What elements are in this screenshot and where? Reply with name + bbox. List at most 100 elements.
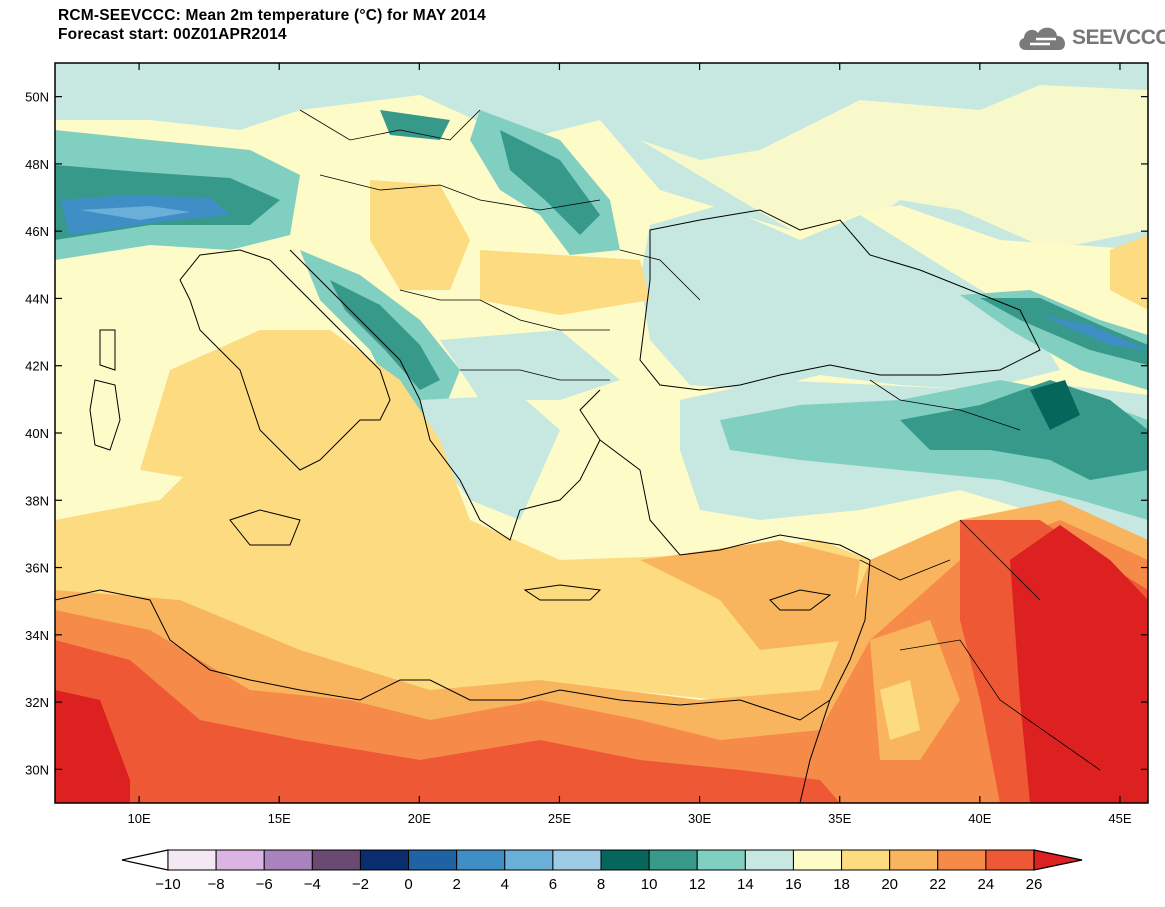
lat-tick-label: 46N — [25, 224, 49, 239]
colorbar-label: 10 — [641, 876, 658, 893]
colorbar-over-triangle — [1033, 849, 1083, 871]
lat-tick-label: 32N — [25, 695, 49, 710]
field-20-pannonia — [370, 180, 470, 290]
field-10-anatolia — [900, 380, 1148, 480]
field-20-jordan — [880, 680, 920, 740]
lon-tick-label: 20E — [408, 811, 431, 826]
colorbar-swatch — [552, 849, 602, 871]
colorbar-label: 0 — [404, 876, 412, 893]
colorbar-swatch — [359, 849, 410, 871]
lon-tick-label: 40E — [968, 811, 991, 826]
colorbar-swatch — [889, 849, 939, 871]
cyprus-coast — [769, 589, 832, 611]
colorbar-label: 26 — [1026, 876, 1043, 893]
colorbar-label: 12 — [689, 876, 706, 893]
anatolia-coast — [599, 439, 871, 561]
field-22-levant-sea — [640, 540, 860, 650]
colorbar-label: 24 — [978, 876, 995, 893]
field-14-balkans — [440, 330, 620, 400]
lon-tick-label: 45E — [1108, 811, 1131, 826]
lat-tick-label: 44N — [25, 291, 49, 306]
colorbar-label: 18 — [833, 876, 850, 893]
border-lines — [299, 109, 1101, 771]
colorbar-label: −2 — [352, 876, 369, 893]
colorbar-swatch — [215, 849, 265, 871]
field-26-libya-egypt — [55, 640, 840, 803]
title-line-1: RCM-SEEVCCC: Mean 2m temperature (°C) fo… — [58, 7, 486, 24]
longitude-axis: 10E 15E 20E 25E 30E 35E 40E 45E — [128, 63, 1132, 826]
colorbar-label: 2 — [452, 876, 460, 893]
field-4-caucasus — [1040, 315, 1148, 350]
lat-tick-label: 48N — [25, 157, 49, 172]
field-over-26-iraq — [1010, 525, 1148, 803]
balkan-coast — [289, 249, 601, 541]
field-over-26-algeria — [55, 690, 130, 803]
field-12-caucasus — [960, 290, 1148, 390]
field-24-south — [55, 520, 1148, 803]
field-10-carpathians — [500, 130, 600, 235]
colorbar-swatch — [600, 849, 650, 871]
colorbar-label: 8 — [597, 876, 605, 893]
title-line-2: Forecast start: 00Z01APR2014 — [58, 26, 287, 43]
map-title: RCM-SEEVCCC: Mean 2m temperature (°C) fo… — [58, 6, 486, 44]
colorbar-label: −10 — [155, 876, 180, 893]
colorbar-swatch — [792, 849, 843, 871]
colorbar-swatch — [311, 849, 361, 871]
seevccc-logo: SEEVCCC — [1016, 22, 1165, 54]
colorbar-swatch — [167, 849, 217, 871]
lon-tick-label: 35E — [828, 811, 851, 826]
colorbar-swatch — [696, 849, 746, 871]
colorbar-label: −4 — [304, 876, 321, 893]
colorbar-label: −8 — [208, 876, 225, 893]
levant-coast — [799, 559, 871, 803]
colorbar-label: 16 — [785, 876, 802, 893]
sicily-coast — [229, 509, 301, 546]
lat-tick-label: 50N — [25, 90, 49, 105]
colorbar-under-triangle — [121, 849, 169, 871]
cloud-icon — [1019, 27, 1066, 50]
latitude-axis: 30N 32N 34N 36N 38N 40N 42N 44N 46N 48N 50N — [25, 90, 1148, 777]
lon-tick-label: 25E — [548, 811, 571, 826]
africa-coast — [55, 589, 831, 721]
field-6-alps — [80, 206, 190, 220]
corsica-coast — [99, 329, 116, 371]
lat-tick-label: 40N — [25, 426, 49, 441]
colorbar-swatch — [841, 849, 891, 871]
colorbar-swatch — [456, 849, 506, 871]
colorbar-swatch — [744, 849, 794, 871]
colorbar-swatch — [937, 849, 987, 871]
lon-tick-label: 15E — [268, 811, 291, 826]
colorbar-label: 20 — [881, 876, 898, 893]
field-18-ukraine — [640, 85, 1148, 250]
field-14-black-sea — [640, 205, 1060, 390]
field-10-tatra — [380, 110, 450, 140]
crete-coast — [523, 584, 602, 601]
field-20-danube — [480, 250, 650, 315]
colorbar-swatch — [985, 849, 1035, 871]
field-8-anatolia — [1030, 380, 1080, 430]
lat-tick-label: 42N — [25, 359, 49, 374]
sardinia-coast — [89, 379, 121, 451]
lat-tick-label: 38N — [25, 493, 49, 508]
field-10-dinaric — [330, 280, 440, 390]
colorbar-swatch — [504, 849, 554, 871]
colorbar-label: 4 — [501, 876, 509, 893]
field-20-east — [1110, 235, 1148, 310]
lat-tick-label: 34N — [25, 628, 49, 643]
field-20-italy — [140, 330, 330, 480]
colorbar-label: 6 — [549, 876, 557, 893]
logo-text: SEEVCCC — [1072, 26, 1165, 49]
lon-tick-label: 10E — [128, 811, 151, 826]
black-sea-coast — [639, 209, 1041, 391]
colorbar-label: 14 — [737, 876, 754, 893]
colorbar-swatch — [648, 849, 698, 871]
colorbar: −10 −8 −6 −4 −2 0 2 4 6 8 10 12 14 16 18 20 22 24 26 — [121, 849, 1083, 893]
lat-tick-label: 30N — [25, 762, 49, 777]
colorbar-label: −6 — [256, 876, 273, 893]
field-14-greece — [420, 395, 560, 520]
lon-tick-label: 30E — [688, 811, 711, 826]
colorbar-swatch — [408, 849, 458, 871]
temperature-field — [55, 63, 1148, 803]
italy-coast — [179, 249, 391, 471]
